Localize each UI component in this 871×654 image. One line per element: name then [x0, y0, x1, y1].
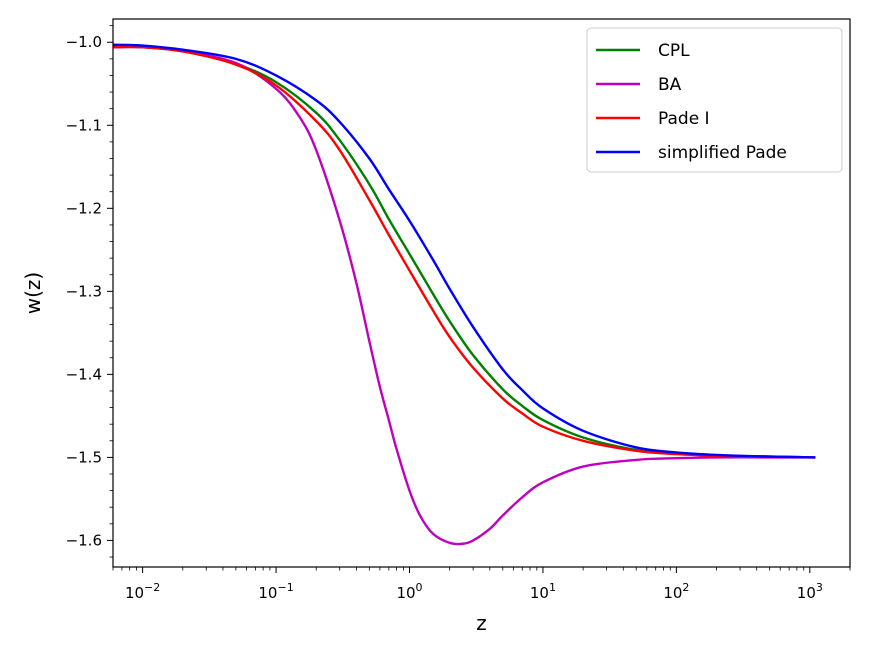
- legend-label-pade-i: Pade I: [658, 109, 710, 129]
- y-tick-label: −1.4: [66, 365, 102, 383]
- y-tick-label: −1.3: [66, 282, 102, 300]
- x-tick-label: 10−1: [258, 581, 293, 602]
- x-tick-label: 103: [797, 581, 823, 602]
- y-axis-label: w(z): [21, 272, 45, 314]
- x-tick-label: 101: [530, 581, 556, 602]
- x-axis-label: z: [476, 611, 487, 635]
- series-line-pade-i: [112, 45, 816, 459]
- legend: CPL BA Pade I simplified Pade: [586, 27, 843, 173]
- y-tick-label: −1.6: [66, 531, 102, 549]
- legend-label-cpl: CPL: [658, 41, 690, 61]
- major-ticks: 10−2 10−1 100 101 102 103 −1.0 −1.1 −1.2 −1.3 −1.4…: [66, 33, 823, 602]
- y-tick-label: −1.2: [66, 199, 102, 217]
- legend-label-simplified-pade: simplified Pade: [658, 143, 787, 163]
- legend-box: [586, 27, 843, 173]
- y-tick-label: −1.5: [66, 448, 102, 466]
- y-tick-label: −1.1: [66, 116, 102, 134]
- series-layer: [112, 43, 816, 546]
- y-tick-label: −1.0: [66, 33, 102, 51]
- plot-area-frame: [112, 18, 851, 568]
- x-tick-label: 102: [663, 581, 689, 602]
- series-line-simplified-pade: [112, 43, 816, 459]
- legend-label-ba: BA: [658, 75, 682, 95]
- x-tick-label: 100: [396, 581, 422, 602]
- series-line-ba: [112, 45, 816, 546]
- x-tick-label: 10−2: [125, 581, 160, 602]
